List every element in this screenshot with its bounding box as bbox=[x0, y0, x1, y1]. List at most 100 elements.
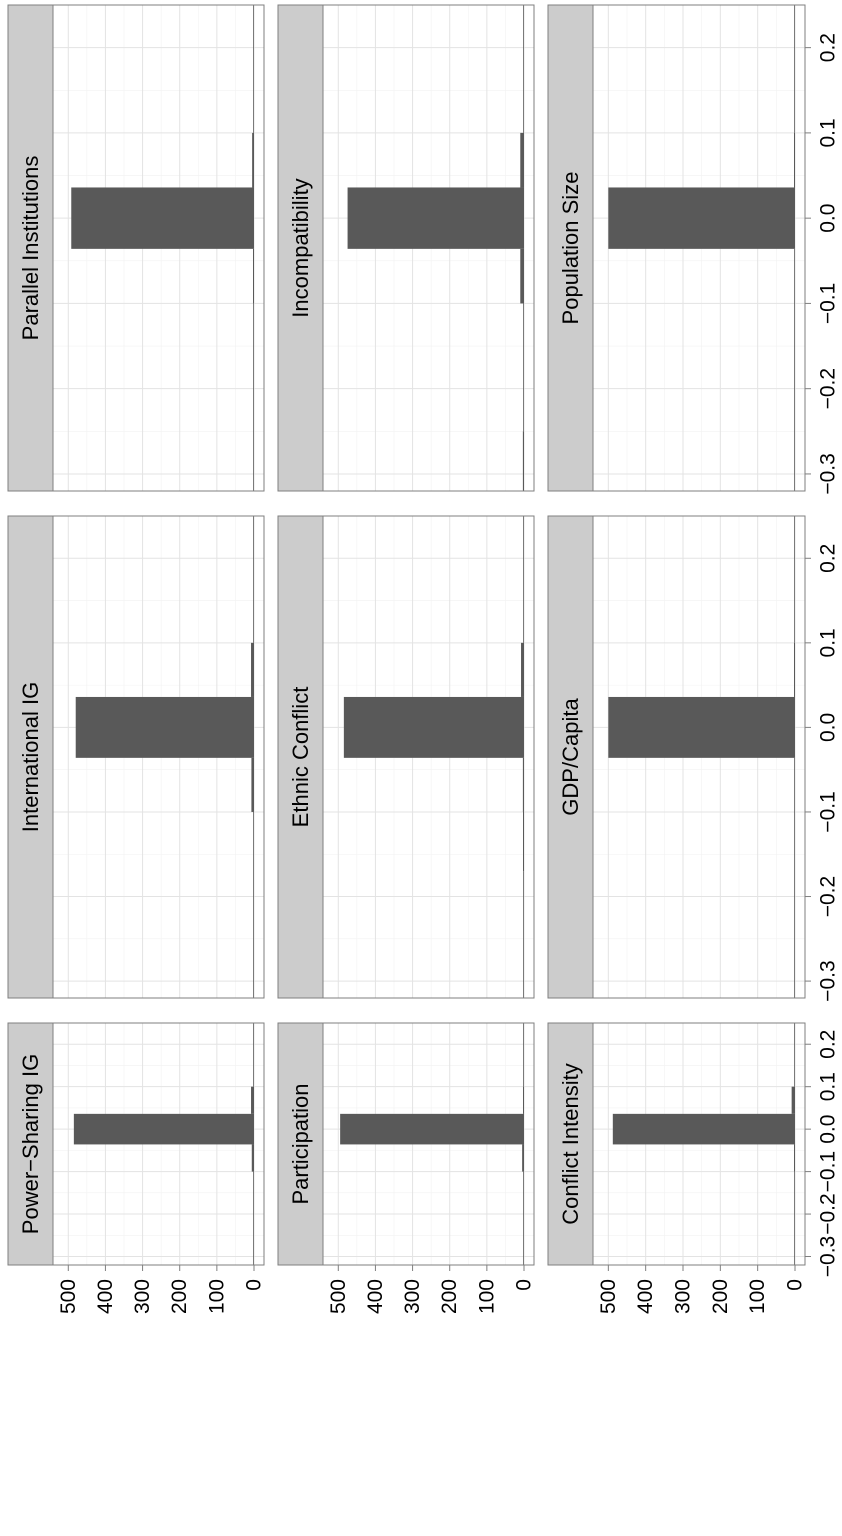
x-tick-label: −0.1 bbox=[817, 283, 840, 324]
y-tick-label: 0 bbox=[243, 1279, 266, 1291]
facet-panel: Power−Sharing IG bbox=[7, 1022, 265, 1266]
histogram-bar bbox=[347, 187, 524, 249]
y-tick-label: 300 bbox=[131, 1279, 154, 1314]
facet-strip bbox=[7, 515, 54, 999]
facet-title: Parallel Institutions bbox=[18, 156, 43, 341]
facet-title: Ethnic Conflict bbox=[288, 687, 313, 828]
y-tick-label: 500 bbox=[597, 1279, 620, 1314]
histogram-bar bbox=[794, 757, 795, 998]
histogram-bar bbox=[251, 757, 254, 812]
histogram-bar bbox=[523, 516, 524, 643]
x-tick-label: 0.1 bbox=[817, 118, 840, 147]
histogram-bar bbox=[794, 1171, 795, 1265]
x-tick-label: 0.2 bbox=[817, 1030, 840, 1059]
x-tick-label: 0.0 bbox=[817, 1115, 840, 1144]
histogram-bar bbox=[612, 1113, 795, 1145]
facet-panel: GDP/Capita bbox=[547, 515, 806, 999]
x-tick-label: −0.1 bbox=[817, 1151, 840, 1192]
histogram-bar bbox=[794, 5, 795, 133]
histogram-bar bbox=[71, 187, 254, 249]
histogram-bar bbox=[73, 1113, 254, 1145]
y-tick-label: 300 bbox=[672, 1279, 695, 1314]
y-tick-label: 400 bbox=[364, 1279, 387, 1314]
histogram-bar bbox=[251, 1144, 254, 1172]
x-tick-label: 0.0 bbox=[817, 713, 840, 742]
x-tick-label: 0.2 bbox=[817, 544, 840, 573]
y-tick-label: 0 bbox=[784, 1279, 807, 1291]
facet-panel: Participation bbox=[277, 1022, 535, 1266]
x-tick-label: 0.2 bbox=[817, 33, 840, 62]
facet-panel: Ethnic Conflict bbox=[277, 515, 535, 999]
histogram-bar bbox=[523, 303, 524, 432]
histogram-bar bbox=[521, 642, 524, 697]
histogram-bar bbox=[523, 1023, 524, 1087]
y-tick-label: 100 bbox=[205, 1279, 228, 1314]
y-tick-label: 400 bbox=[634, 1279, 657, 1314]
histogram-bar bbox=[794, 642, 795, 697]
facet-panel: Conflict Intensity bbox=[547, 1022, 806, 1266]
histogram-bar bbox=[523, 811, 524, 872]
histogram-bar bbox=[522, 757, 524, 812]
y-tick-label: 200 bbox=[438, 1279, 461, 1314]
histogram-bar bbox=[253, 1023, 254, 1087]
facet-title: GDP/Capita bbox=[558, 698, 583, 816]
histogram-bar bbox=[520, 132, 524, 188]
facet-strip bbox=[547, 515, 594, 999]
y-tick-label: 100 bbox=[746, 1279, 769, 1314]
facet-strip bbox=[7, 4, 54, 492]
histogram-bar bbox=[343, 696, 524, 758]
facet-panel: International IG bbox=[7, 515, 265, 999]
x-tick-label: 0.1 bbox=[817, 628, 840, 657]
facet-title: Participation bbox=[288, 1083, 313, 1204]
histogram-bar bbox=[253, 303, 254, 491]
histogram-bar bbox=[253, 248, 254, 304]
histogram-bar bbox=[253, 516, 254, 643]
histogram-bar bbox=[794, 248, 795, 491]
histogram-bar bbox=[253, 5, 254, 133]
facet-title: International IG bbox=[18, 682, 43, 832]
histogram-bar bbox=[794, 132, 795, 188]
x-tick-label: −0.2 bbox=[817, 876, 840, 917]
y-tick-label: 300 bbox=[401, 1279, 424, 1314]
histogram-bar bbox=[794, 1023, 795, 1087]
histogram-bar bbox=[794, 516, 795, 643]
y-tick-label: 500 bbox=[57, 1279, 80, 1314]
facet-panel: Incompatibility bbox=[277, 4, 535, 492]
y-tick-label: 500 bbox=[327, 1279, 350, 1314]
x-tick-label: 0.1 bbox=[817, 1072, 840, 1101]
y-tick-label: 200 bbox=[709, 1279, 732, 1314]
facet-strip bbox=[7, 1022, 54, 1266]
histogram-bar bbox=[522, 431, 524, 491]
histogram-bar bbox=[251, 1086, 254, 1114]
histogram-bar bbox=[340, 1113, 524, 1145]
histogram-bar bbox=[791, 1086, 795, 1114]
histogram-bar bbox=[523, 1171, 524, 1265]
y-tick-label: 100 bbox=[475, 1279, 498, 1314]
axes-group: −0.3 −0.2 −0.1 0.0 0.1 0.2 −0.3 −0.2 −0.1 0.0 0.1 0… bbox=[57, 33, 840, 1314]
facet-panel: Population Size bbox=[547, 4, 806, 492]
histogram-bar bbox=[253, 811, 254, 998]
facet-strip bbox=[277, 4, 324, 492]
facet-title: Conflict Intensity bbox=[558, 1063, 583, 1224]
facet-title: Population Size bbox=[558, 172, 583, 325]
x-tick-label: −0.3 bbox=[817, 1236, 840, 1277]
x-tick-label: −0.1 bbox=[817, 791, 840, 832]
facet-strip bbox=[277, 515, 324, 999]
histogram-bar bbox=[523, 871, 524, 998]
y-tick-label: 200 bbox=[168, 1279, 191, 1314]
x-tick-label: 0.0 bbox=[817, 204, 840, 233]
histogram-bar bbox=[523, 1086, 524, 1114]
x-tick-label: −0.2 bbox=[817, 368, 840, 409]
histogram-bar bbox=[794, 1144, 795, 1172]
facet-panel: Parallel Institutions bbox=[7, 4, 265, 492]
facet-strip bbox=[547, 1022, 594, 1266]
histogram-bar bbox=[251, 642, 254, 697]
histogram-bar bbox=[522, 1144, 524, 1172]
histogram-bar bbox=[520, 248, 524, 304]
histogram-bar bbox=[253, 1171, 254, 1265]
facet-title: Incompatibility bbox=[288, 178, 313, 317]
histogram-bar bbox=[252, 132, 254, 188]
x-tick-label: −0.3 bbox=[817, 960, 840, 1001]
facet-title: Power−Sharing IG bbox=[18, 1054, 43, 1234]
